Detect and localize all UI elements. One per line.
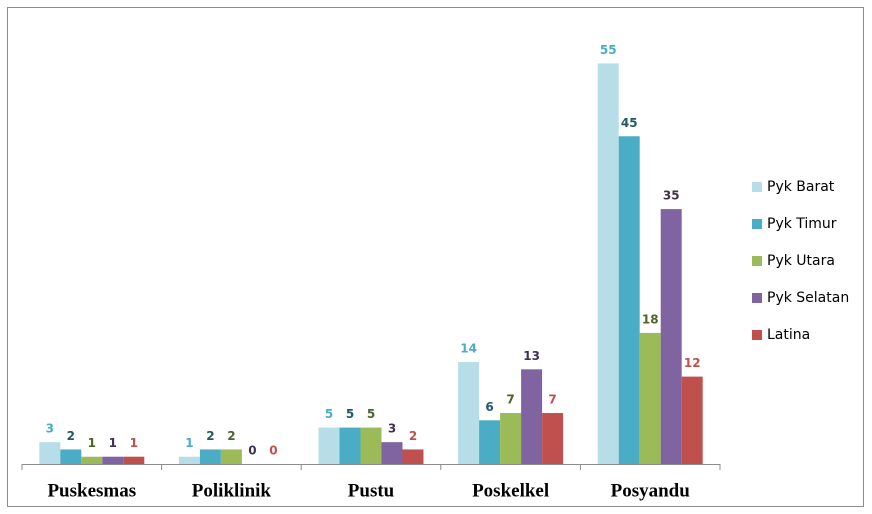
value-label: 18 — [642, 312, 659, 326]
legend-label: Pyk Barat — [767, 179, 835, 195]
bar — [220, 449, 242, 464]
legend-swatch — [752, 219, 762, 229]
bar — [178, 456, 200, 464]
value-label: 7 — [548, 393, 556, 407]
bar — [660, 209, 682, 464]
bar — [339, 427, 361, 464]
bar — [542, 413, 564, 464]
bar — [318, 427, 340, 464]
bar — [39, 442, 61, 464]
value-label: 7 — [506, 393, 514, 407]
bar — [402, 449, 424, 464]
bar — [639, 332, 661, 464]
x-tick-label: Pustu — [348, 480, 395, 501]
x-tick-label: Poskelkel — [472, 480, 549, 501]
bar — [597, 63, 619, 465]
bar — [81, 456, 103, 464]
legend-swatch — [752, 293, 762, 303]
value-label: 3 — [388, 422, 396, 436]
legend-label: Pyk Selatan — [767, 290, 849, 306]
bar — [360, 427, 382, 464]
bar — [381, 442, 403, 464]
value-label: 5 — [367, 407, 375, 421]
value-label: 45 — [621, 116, 638, 130]
value-label: 3 — [46, 422, 54, 436]
value-label: 1 — [130, 436, 138, 450]
value-label: 0 — [248, 444, 256, 458]
bar — [199, 449, 221, 464]
legend-label: Pyk Timur — [767, 216, 837, 232]
value-label: 1 — [109, 436, 117, 450]
bar — [458, 362, 480, 464]
bar — [521, 369, 543, 464]
bar — [123, 456, 145, 464]
bar — [60, 449, 82, 464]
bar — [681, 376, 703, 464]
value-label: 1 — [88, 436, 96, 450]
value-label: 0 — [269, 444, 277, 458]
value-label: 2 — [67, 429, 75, 443]
value-label: 5 — [325, 407, 333, 421]
bar — [618, 136, 640, 464]
bar — [479, 420, 501, 464]
chart-border — [7, 7, 864, 507]
legend-label: Pyk Utara — [767, 253, 835, 269]
value-label: 55 — [600, 43, 617, 57]
legend-swatch — [752, 256, 762, 266]
value-label: 2 — [227, 429, 235, 443]
x-tick-label: Poliklinik — [192, 480, 272, 501]
legend-label: Latina — [767, 327, 810, 343]
value-label: 1 — [185, 436, 193, 450]
value-label: 13 — [523, 349, 540, 363]
x-tick-label: Puskesmas — [47, 480, 136, 501]
value-label: 14 — [460, 342, 477, 356]
value-label: 5 — [346, 407, 354, 421]
bar — [102, 456, 124, 464]
value-label: 2 — [409, 429, 417, 443]
legend-swatch — [752, 182, 762, 192]
bar — [500, 413, 522, 464]
value-label: 2 — [206, 429, 214, 443]
value-label: 12 — [684, 356, 701, 370]
value-label: 35 — [663, 189, 680, 203]
value-label: 6 — [485, 400, 493, 414]
legend-swatch — [752, 330, 762, 340]
x-tick-label: Posyandu — [611, 480, 691, 501]
